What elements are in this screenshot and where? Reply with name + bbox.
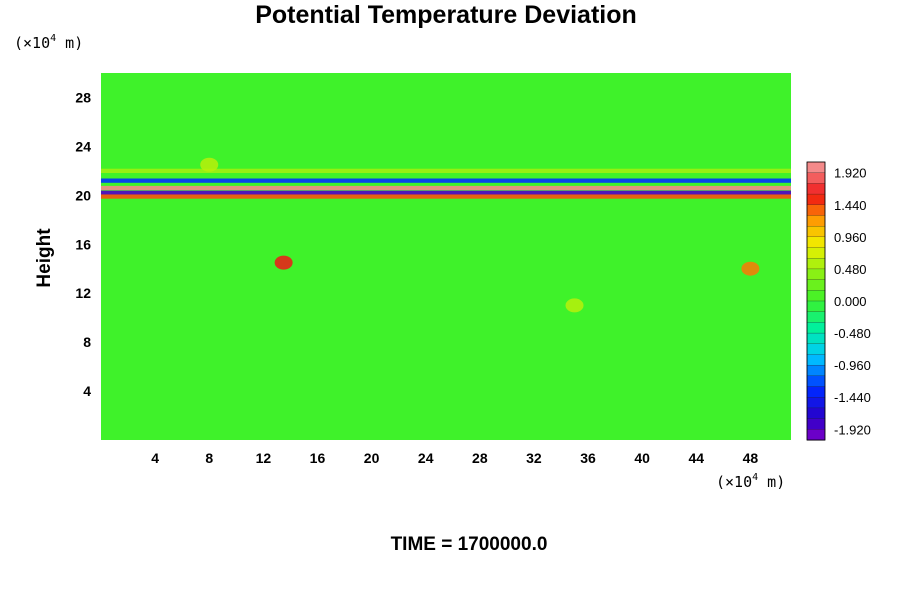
- y-axis-label: Height: [34, 228, 55, 288]
- colorbar-segment: [806, 268, 826, 281]
- field-band: [101, 185, 791, 191]
- x-tick-label: 20: [364, 450, 380, 466]
- x-tick-label: 44: [689, 450, 705, 466]
- field-blob: [741, 261, 760, 276]
- plot-area: [101, 73, 791, 440]
- field-blob: [565, 298, 584, 313]
- colorbar-segment: [806, 343, 826, 356]
- x-tick-label: 12: [256, 450, 272, 466]
- colorbar-segment: [806, 332, 826, 345]
- colorbar-label: -0.960: [834, 358, 871, 373]
- colorbar-label: 0.000: [834, 294, 867, 309]
- colorbar-segment: [806, 258, 826, 270]
- field-blob: [200, 157, 219, 172]
- x-axis-unit: (×104 m): [716, 472, 785, 491]
- colorbar-segment: [806, 193, 826, 206]
- y-tick-label: 16: [75, 236, 91, 252]
- y-tick-label: 8: [83, 334, 91, 350]
- colorbar-segment: [806, 364, 826, 377]
- colorbar-segment: [806, 204, 826, 217]
- colorbar-labels: 1.920 1.440 0.960 0.480 0.000 -0.480 -0.960 -1.…: [834, 166, 871, 438]
- x-tick-label: 4: [151, 450, 159, 466]
- x-tick-label: 16: [310, 450, 326, 466]
- colorbar-label: -1.440: [834, 390, 871, 405]
- temperature-field: [101, 157, 791, 313]
- colorbar-segment: [806, 407, 826, 420]
- colorbar-segment: [806, 354, 826, 366]
- x-tick-label: 36: [580, 450, 596, 466]
- colorbar-frame: [806, 161, 826, 441]
- field-band: [101, 194, 791, 199]
- x-tick-label: 24: [418, 450, 434, 466]
- colorbar-segment: [806, 183, 826, 195]
- y-tick-label: 4: [83, 383, 91, 399]
- colorbar-segment: [806, 236, 826, 249]
- colorbar-label: 1.440: [834, 198, 867, 213]
- field-band: [101, 178, 791, 183]
- colorbar-segment: [806, 290, 826, 302]
- colorbar-segment: [806, 429, 826, 441]
- x-tick-label: 40: [634, 450, 650, 466]
- y-tick-label: 28: [75, 89, 91, 105]
- field-band: [101, 190, 791, 195]
- colorbar-segment: [806, 225, 826, 238]
- y-tick-label: 12: [75, 285, 91, 301]
- colorbar-segment: [806, 311, 826, 323]
- colorbar-label: 0.480: [834, 262, 867, 277]
- colorbar-segment: [806, 172, 826, 184]
- x-tick-label: 32: [526, 450, 542, 466]
- colorbar-segment: [806, 215, 826, 227]
- chart-title: Potential Temperature Deviation: [255, 1, 637, 29]
- y-tick-label: 20: [75, 187, 91, 203]
- field-blob: [274, 255, 293, 270]
- colorbar-label: -0.480: [834, 326, 871, 341]
- x-tick-label: 48: [743, 450, 759, 466]
- colorbar-segment: [806, 322, 826, 334]
- plot-background: [101, 73, 791, 440]
- colorbar-segment: [806, 247, 826, 259]
- x-axis-ticks: 4 8 12 16 20 24 28 32 36 40 44 48: [151, 450, 758, 466]
- x-tick-label: 8: [205, 450, 213, 466]
- field-band: [101, 168, 791, 173]
- time-label: TIME = 1700000.0: [391, 534, 548, 555]
- colorbar-segment: [806, 386, 826, 398]
- colorbar: [806, 161, 826, 441]
- y-axis-ticks: 4 8 12 16 20 24 28: [75, 89, 91, 399]
- colorbar-segment: [806, 300, 826, 313]
- colorbar-label: -1.920: [834, 422, 871, 437]
- colorbar-segment: [806, 397, 826, 409]
- y-axis-unit: (×104 m): [14, 33, 83, 52]
- colorbar-segment: [806, 418, 826, 430]
- y-tick-label: 24: [75, 138, 91, 154]
- colorbar-label: 1.920: [834, 166, 867, 181]
- colorbar-segment: [806, 375, 826, 388]
- colorbar-label: 0.960: [834, 230, 867, 245]
- colorbar-segment: [806, 279, 826, 291]
- x-tick-label: 28: [472, 450, 488, 466]
- colorbar-segment: [806, 161, 826, 174]
